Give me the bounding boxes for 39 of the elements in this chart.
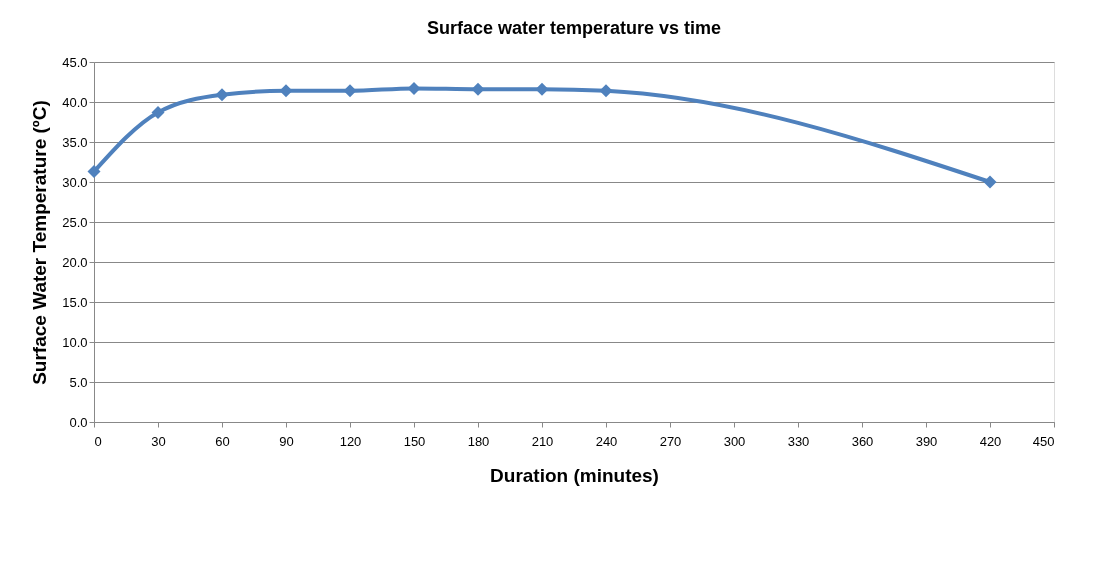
point [87, 165, 101, 179]
y-tick-label: 10.0 [62, 334, 88, 350]
point [343, 84, 357, 98]
point [215, 88, 229, 102]
point [407, 81, 421, 95]
x-tick-label: 300 [723, 433, 746, 449]
x-tick-label: 240 [595, 433, 618, 449]
x-tick-label: 180 [467, 433, 490, 449]
x-tick-label: 450 [1032, 433, 1055, 449]
point [535, 82, 549, 96]
point [471, 82, 485, 96]
x-tick-label: 420 [979, 433, 1002, 449]
y-tick-label: 0.0 [69, 414, 88, 430]
y-tick-label: 15.0 [62, 294, 88, 310]
x-tick-label: 120 [339, 433, 362, 449]
point [151, 105, 165, 119]
y-tick-label: 20.0 [62, 254, 88, 270]
y-axis-title: Surface Water Temperature (ºC) [29, 100, 51, 385]
x-tick-label: 360 [851, 433, 874, 449]
y-tick-label: 25.0 [62, 214, 88, 230]
point [983, 175, 997, 189]
x-tick-label: 390 [915, 433, 938, 449]
y-tick-label: 35.0 [62, 134, 88, 150]
x-axis-title: Duration (minutes) [490, 464, 659, 486]
point [279, 84, 293, 98]
x-tick-label: 0 [94, 433, 102, 449]
y-tick-label: 5.0 [69, 374, 88, 390]
point [599, 84, 613, 98]
x-tick-label: 150 [403, 433, 426, 449]
y-tick-label: 45.0 [62, 54, 88, 70]
x-tick-label: 30 [151, 433, 166, 449]
y-tick-label: 40.0 [62, 94, 88, 110]
y-tick-label: 30.0 [62, 174, 88, 190]
x-tick-label: 210 [531, 433, 554, 449]
x-tick-label: 270 [659, 433, 682, 449]
x-tick-label: 90 [279, 433, 294, 449]
x-tick-label: 60 [215, 433, 230, 449]
x-tick-label: 330 [787, 433, 810, 449]
chart-title: Surface water temperature vs time [426, 18, 722, 38]
